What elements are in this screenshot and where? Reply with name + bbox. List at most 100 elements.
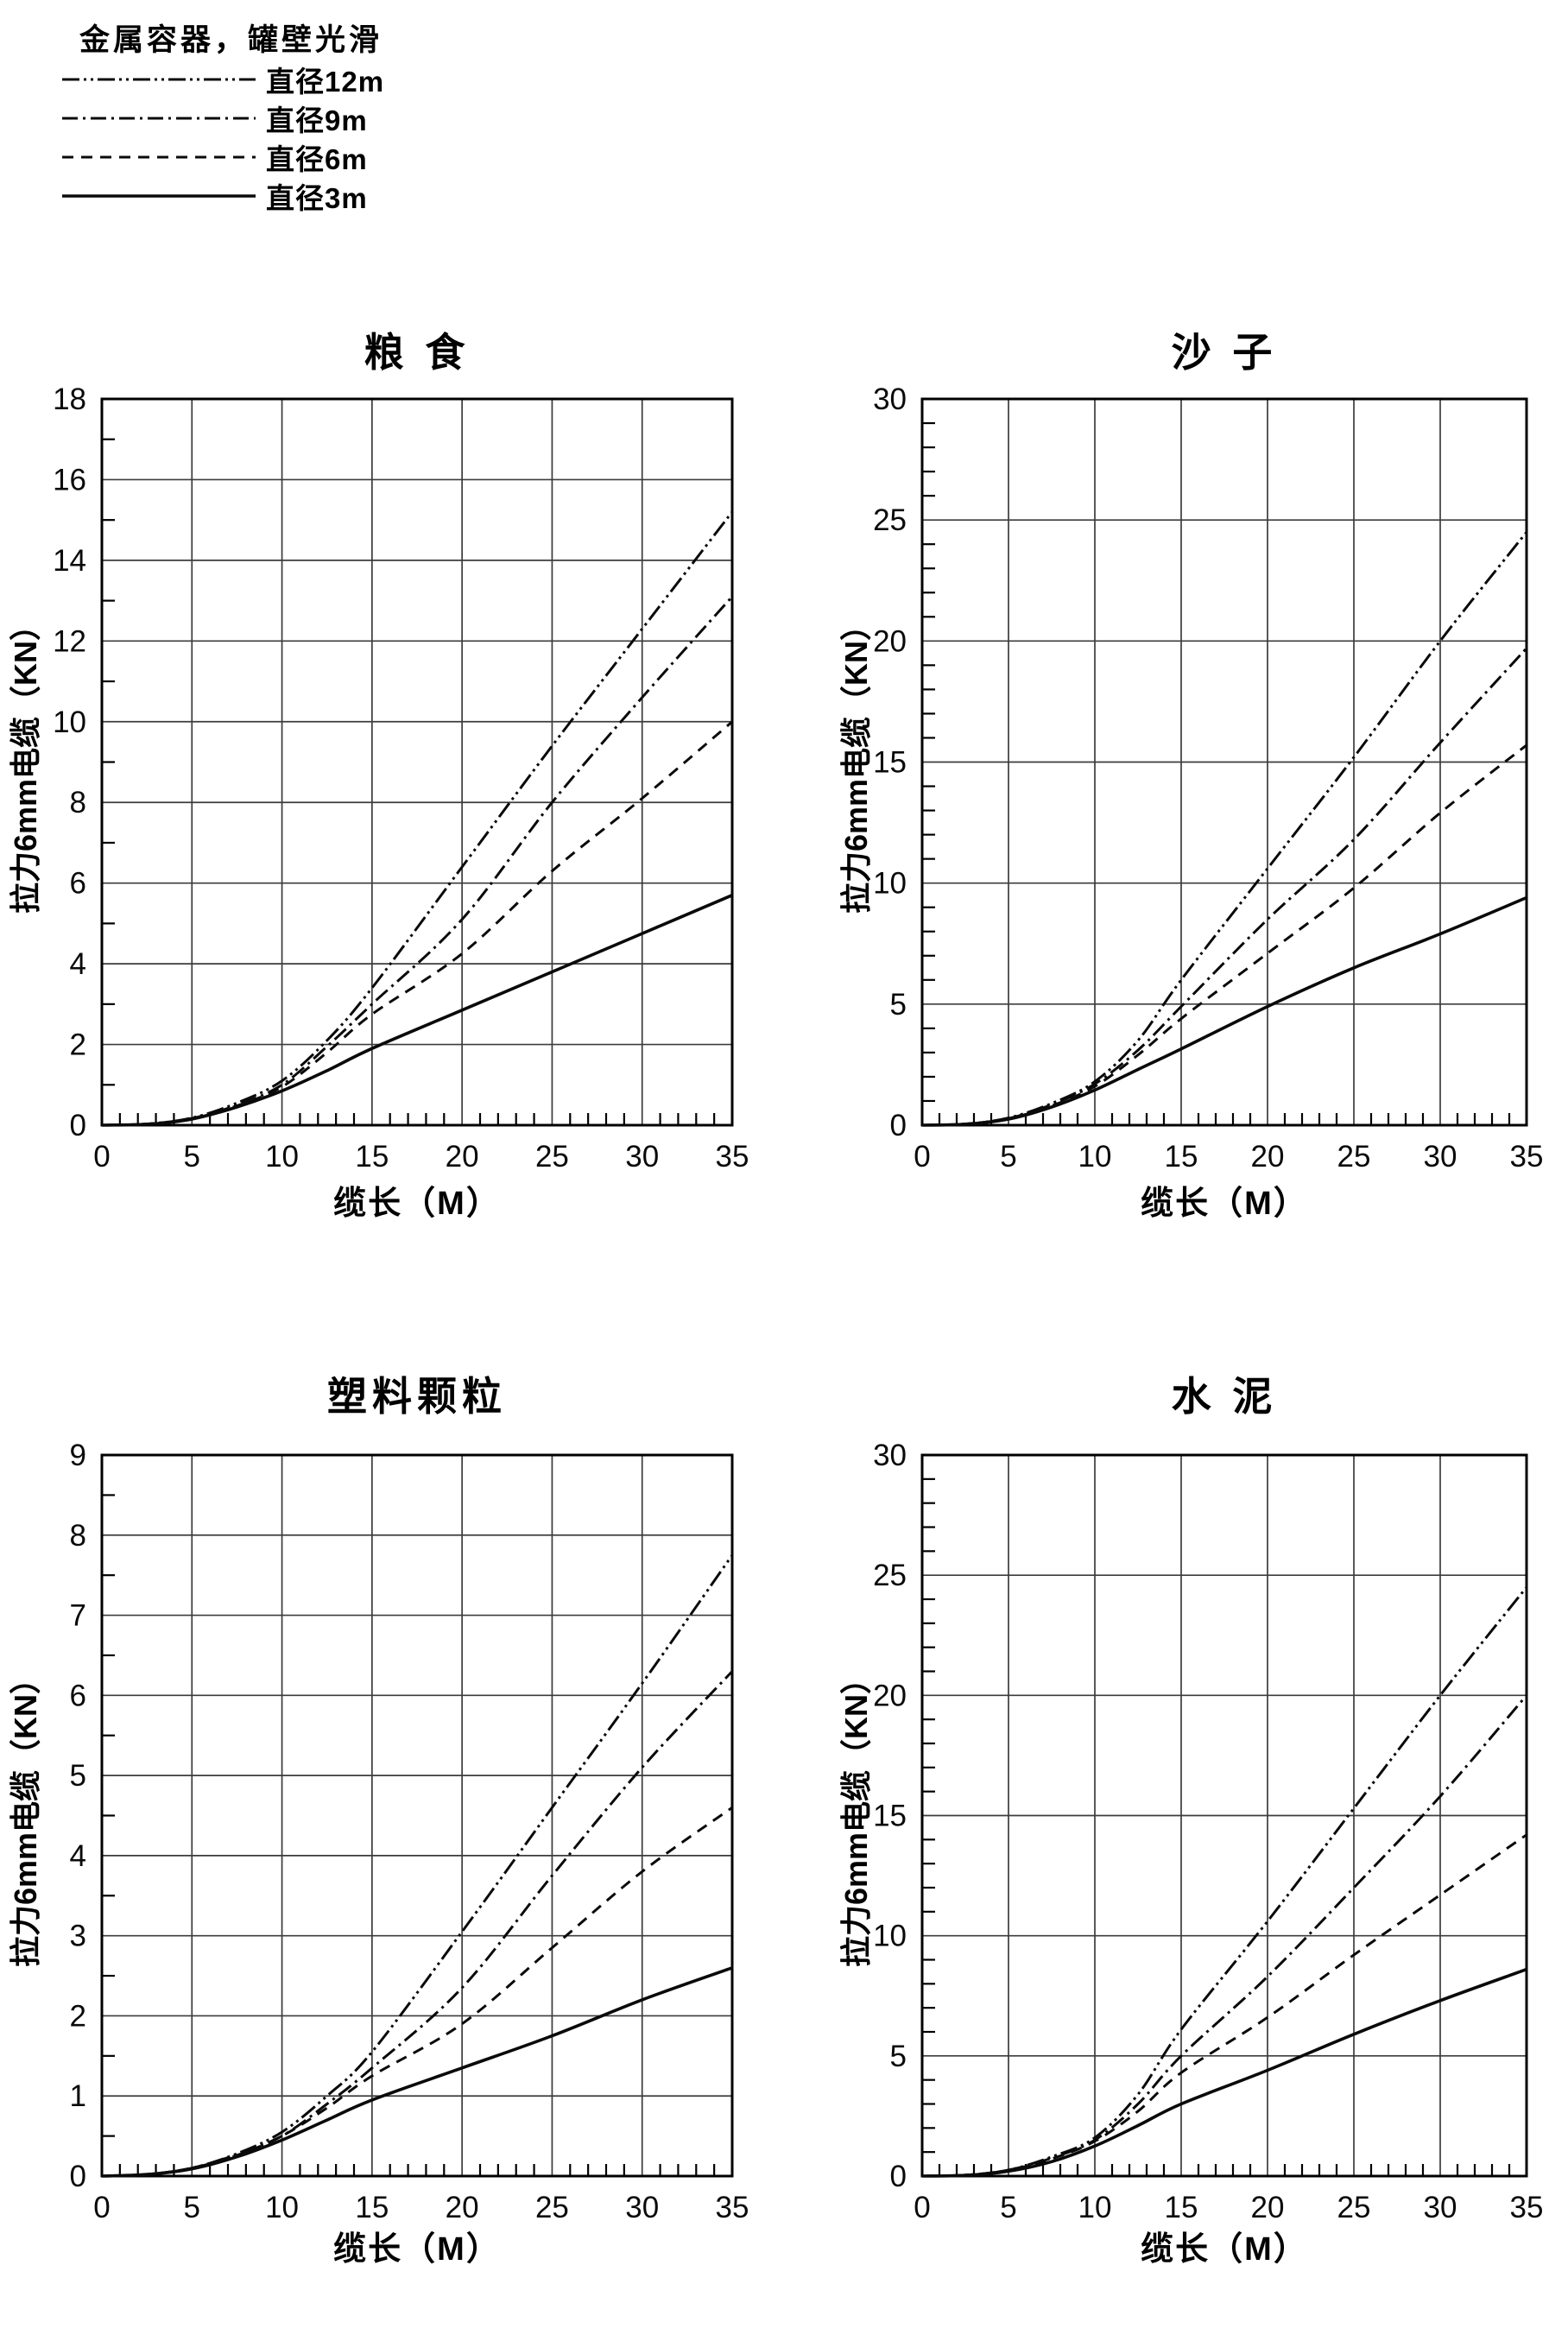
x-tick-label: 0 — [914, 1140, 930, 1174]
y-tick-label: 30 — [873, 1439, 907, 1472]
y-tick-label: 8 — [70, 1519, 86, 1553]
sand-plot: 0 5 10 15 20 25 30 35 0 5 10 15 20 25 30 — [873, 383, 1543, 1174]
legend-label-d6: 直径6m — [266, 142, 368, 175]
x-tick-label: 30 — [625, 1140, 659, 1174]
tick-labels: 0 5 10 15 20 25 30 35 0 1 2 3 4 5 6 7 8 9 — [70, 1439, 749, 2224]
plot-frame — [920, 397, 1528, 1127]
x-axis-label: 缆长（M） — [333, 1186, 501, 1222]
x-tick-label: 25 — [1337, 2191, 1371, 2224]
x-tick-label: 10 — [1078, 2191, 1112, 2224]
x-tick-label: 25 — [1337, 1140, 1371, 1174]
gridlines — [101, 398, 733, 1126]
y-tick-label: 2 — [70, 1028, 86, 1062]
tick-labels: 0 5 10 15 20 25 30 35 0 5 10 15 20 25 30 — [873, 1439, 1543, 2224]
y-tick-label: 15 — [873, 746, 907, 780]
curve-d12 — [101, 1554, 734, 2178]
curve-d9 — [921, 647, 1528, 1127]
y-tick-label: 1 — [70, 2079, 86, 2113]
x-tick-label: 20 — [446, 2191, 479, 2224]
y-tick-label: 0 — [890, 1109, 907, 1142]
x-tick-label: 30 — [625, 2191, 659, 2224]
x-tick-label: 35 — [1510, 1140, 1544, 1174]
cement-plot: 0 5 10 15 20 25 30 35 0 5 10 15 20 25 30 — [873, 1439, 1543, 2224]
legend-line-d6 — [62, 155, 256, 158]
x-tick-label: 30 — [1424, 2191, 1457, 2224]
curve-d3 — [921, 1967, 1527, 2178]
tick-labels: 0 5 10 15 20 25 30 35 0 2 4 6 8 10 12 14 16 18 — [53, 383, 749, 1174]
y-tick-label: 20 — [873, 624, 907, 658]
curve-d3 — [921, 895, 1527, 1127]
y-tick-label: 30 — [873, 383, 907, 416]
x-tick-label: 25 — [535, 1140, 569, 1174]
chart-title: 沙 子 — [1171, 330, 1278, 375]
x-axis-label: 缆长（M） — [1141, 2231, 1308, 2268]
curves — [101, 1554, 734, 2178]
curve-d12 — [101, 510, 734, 1127]
legend-label-d3: 直径3m — [266, 181, 368, 214]
legend-line-d9 — [62, 117, 256, 119]
curves — [101, 510, 734, 1127]
y-tick-label: 10 — [873, 867, 907, 901]
curve-d3 — [101, 1966, 733, 2178]
y-tick-label: 8 — [70, 786, 86, 819]
tick-labels: 0 5 10 15 20 25 30 35 0 5 10 15 20 25 30 — [873, 383, 1543, 1174]
y-tick-label: 25 — [873, 1559, 907, 1592]
y-tick-label: 10 — [873, 1920, 907, 1953]
x-tick-label: 15 — [355, 1140, 389, 1174]
legend-line-d12 — [62, 78, 256, 80]
x-tick-label: 15 — [355, 2191, 389, 2224]
y-tick-label: 15 — [873, 1800, 907, 1833]
legend-item-d12: 直径12m — [45, 60, 494, 98]
x-tick-label: 5 — [184, 2191, 200, 2224]
chart-cement: 水 泥 拉力6mm电缆（KN） 0 5 10 15 20 25 30 35 0 5 10 15 20 25… — [777, 1334, 1568, 2341]
y-tick-label: 4 — [70, 947, 86, 981]
y-tick-label: 12 — [53, 624, 86, 658]
gridlines — [921, 398, 1527, 1126]
chart-title: 水 泥 — [1171, 1374, 1278, 1419]
curve-d12 — [921, 531, 1528, 1127]
x-tick-label: 35 — [716, 2191, 749, 2224]
x-tick-label: 10 — [265, 1140, 299, 1174]
gridlines — [101, 1454, 733, 2177]
y-tick-label: 0 — [890, 2160, 907, 2193]
y-tick-label: 10 — [53, 705, 86, 739]
y-tick-label: 7 — [70, 1599, 86, 1633]
x-tick-label: 30 — [1424, 1140, 1457, 1174]
x-tick-label: 0 — [914, 2191, 930, 2224]
x-tick-label: 10 — [265, 2191, 299, 2224]
chart-grain: 粮 食 拉力6mm电缆（KN） 0 5 10 15 20 25 30 35 0 2 4 6 8 10 12 1… — [0, 285, 777, 1295]
x-tick-label: 20 — [1251, 1140, 1285, 1174]
legend-rows: 直径12m 直径9m 直径6m 直径3m — [45, 60, 494, 215]
y-tick-label: 14 — [53, 544, 86, 578]
x-tick-label: 20 — [1251, 2191, 1285, 2224]
x-axis-label: 缆长（M） — [333, 2231, 501, 2268]
plot-frame — [100, 397, 734, 1127]
minor-ticks — [922, 1477, 1511, 2176]
minor-ticks — [922, 421, 1511, 1125]
gridlines — [921, 1454, 1527, 2177]
y-tick-label: 20 — [873, 1679, 907, 1712]
minor-ticks — [102, 438, 716, 1125]
legend: 金属容器，罐壁光滑 直径12m 直径9m 直径6m 直径3m — [45, 16, 494, 215]
curves — [921, 1586, 1528, 2178]
x-tick-label: 25 — [535, 2191, 569, 2224]
x-tick-label: 35 — [716, 1140, 749, 1174]
plot-frame — [100, 1453, 734, 2178]
chart-title: 粮 食 — [364, 330, 471, 375]
legend-title: 金属容器，罐壁光滑 — [79, 23, 383, 57]
curve-d6 — [921, 1833, 1527, 2178]
curve-d9 — [101, 1670, 734, 2178]
y-tick-label: 16 — [53, 463, 86, 497]
x-tick-label: 15 — [1165, 2191, 1198, 2224]
x-tick-label: 20 — [446, 1140, 479, 1174]
y-tick-label: 5 — [890, 2040, 907, 2073]
y-tick-label: 6 — [70, 867, 86, 901]
y-tick-label: 9 — [70, 1439, 86, 1472]
x-tick-label: 35 — [1510, 2191, 1544, 2224]
legend-line-d3 — [62, 193, 256, 198]
x-tick-label: 15 — [1165, 1140, 1198, 1174]
minor-ticks — [102, 1494, 716, 2176]
curve-d3 — [101, 894, 733, 1127]
curves — [921, 531, 1528, 1127]
plastic-pellets-plot: 0 5 10 15 20 25 30 35 0 1 2 3 4 5 6 7 8 9 — [70, 1439, 749, 2224]
